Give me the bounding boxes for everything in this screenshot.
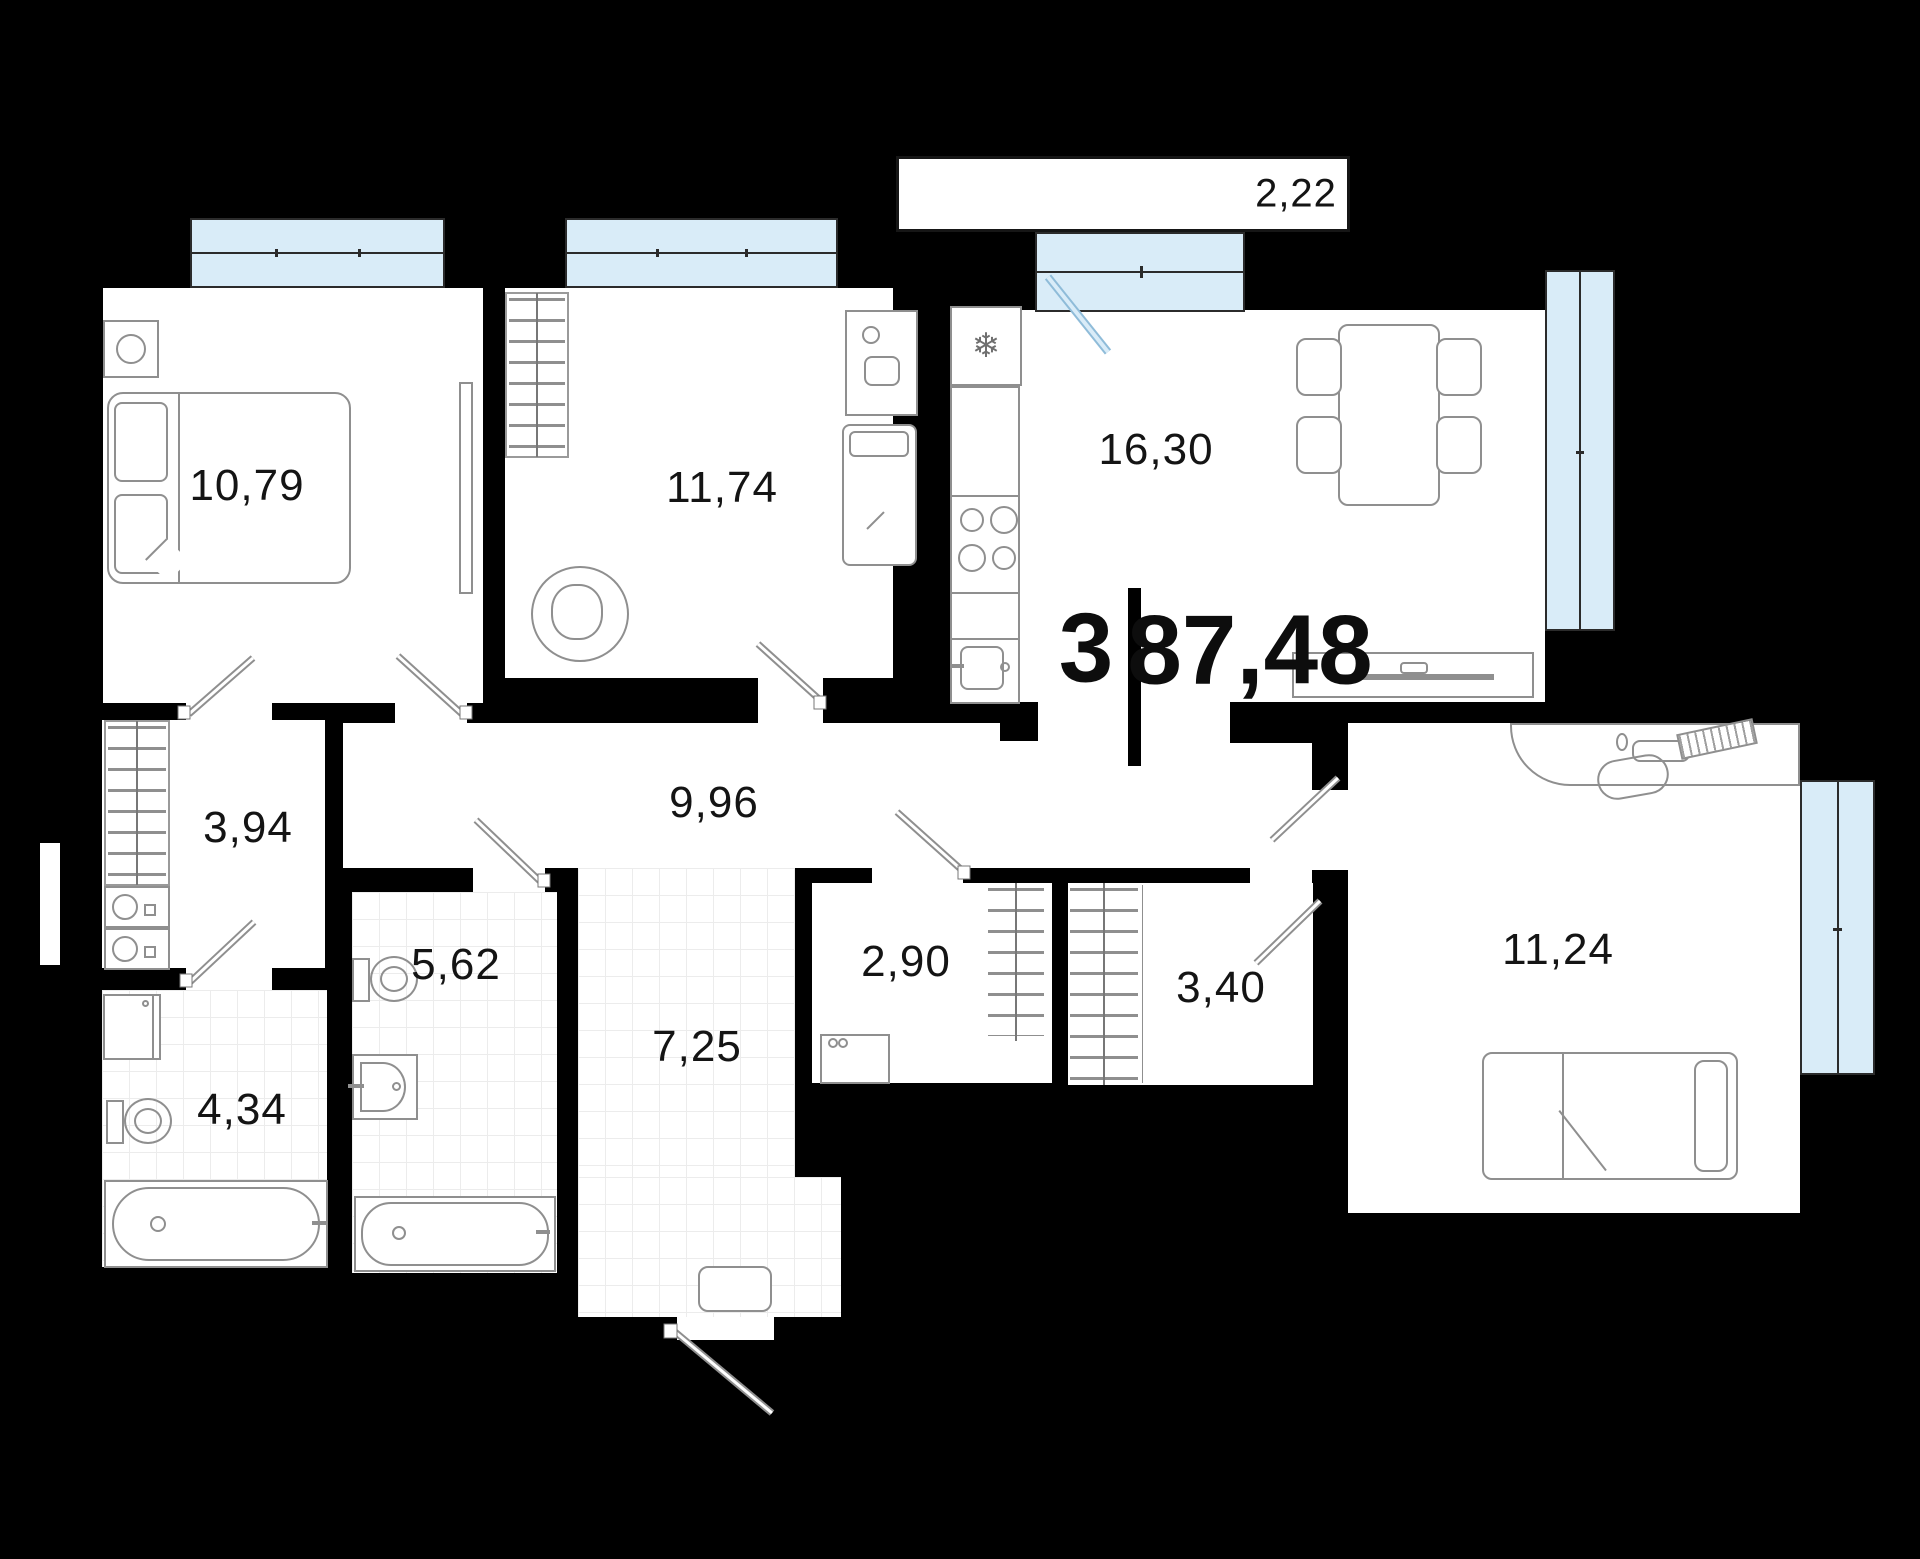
pillow [1694,1060,1728,1172]
bathtub-inner [361,1202,549,1266]
armchair [531,566,629,662]
hall-upper [343,723,1250,868]
washing-machine [103,994,161,1060]
label-bedroom-right: 11,24 [1502,925,1614,974]
wall-big-divider [1128,588,1141,766]
opening-room-child [395,703,467,723]
label-bedroom-main: 10,79 [189,461,305,510]
sink-drain [1000,662,1010,672]
cabinet-knob [838,1038,848,1048]
exterior-ledge [40,843,60,965]
door-hinge [663,1323,678,1339]
counter-divider [952,495,1018,497]
window-bedroom-right [1800,780,1875,1075]
label-balcony: 2,22 [1255,171,1337,216]
washer-panel [152,996,154,1058]
toilet-tank [106,1100,124,1144]
sink-tap [950,664,964,668]
unit-box [144,904,156,916]
desk-lamp-icon [1616,733,1628,751]
wardrobe-hangers-icon [509,293,565,457]
door-mat [698,1266,772,1312]
opening-bedroom-right [1312,790,1348,870]
bath-drain [392,1226,406,1240]
dressing-unit [104,928,170,970]
bath-drain [150,1216,166,1232]
window-kitchen [1545,270,1615,631]
sink-tap [348,1084,364,1088]
stove-burner [990,506,1018,534]
label-closet: 3,40 [1176,963,1266,1012]
label-kitchen-living: 16,30 [1098,425,1214,474]
room-balcony [896,156,1350,232]
bath-tap [312,1221,328,1225]
cabinet-knob [828,1038,838,1048]
lamp-icon [116,334,146,364]
wall-kitchen-south-b [1230,723,1312,743]
window-balcony-glazing [1035,232,1245,312]
toilet-tank [352,958,370,1002]
opening-storage [872,868,963,883]
opening-bedroom-main [186,703,272,723]
dining-table [1338,324,1440,506]
dining-chair [1436,338,1482,396]
sink-drain [392,1082,401,1091]
snowflake-icon: ❄ [971,327,1001,365]
vestibule [1250,742,1312,900]
window-bedroom-main [190,218,445,288]
bath-tap [536,1230,550,1234]
vent-icon [112,894,138,920]
dressing-hangers-icon [108,721,166,885]
armchair-seat [551,584,603,640]
kids-desk [845,310,918,416]
rooms-count: 3 [1058,592,1114,703]
kitchen-sink [960,646,1004,690]
label-hall-upper: 9,96 [669,778,759,827]
kitchen-counter [950,386,1020,704]
dining-chair [1296,416,1342,474]
dining-chair [1296,338,1342,396]
total-area: 87,48 [1127,594,1373,705]
stove-burner [992,546,1016,570]
opening-bath-big [473,868,545,892]
blanket-edge [178,394,180,582]
window-room-child [565,218,838,288]
toilet-bowl-inner [134,1108,162,1134]
toilet-bowl-inner [380,966,408,992]
opening-room-child-2 [758,678,823,723]
vent-icon [112,936,138,962]
stove-burner [958,544,986,572]
wall-bedrooms-divider [483,288,505,623]
counter-divider [952,592,1018,594]
closet-hangers-icon [1070,883,1138,1085]
label-bath-big: 5,62 [411,940,501,989]
wall-kitchen-south-a [1000,723,1038,741]
toilet-bowl [370,956,418,1002]
stove-burner [960,508,984,532]
closet-edge [1142,885,1143,1083]
opening-entrance [677,1317,774,1340]
storage-hangers-icon [988,883,1044,1041]
bathtub-inner [112,1187,320,1261]
tv-screen [1336,674,1494,680]
toilet-bowl [124,1098,172,1144]
washer-knob [142,1000,149,1007]
dining-chair [1436,416,1482,474]
pillow [849,431,909,457]
desk-toy [864,356,900,386]
label-hall-entry: 7,25 [652,1022,742,1071]
label-dressing: 3,94 [203,803,293,852]
label-storage: 2,90 [861,937,951,986]
desk-toy [862,326,880,344]
tv-panel [459,382,473,594]
label-room-child: 11,74 [666,463,778,512]
pillow [114,402,168,482]
counter-divider [952,638,1018,640]
unit-box [144,946,156,958]
opening-bath-small [186,968,272,990]
tv-bracket [1400,662,1428,674]
fridge [950,306,1022,386]
label-bath-small: 4,34 [197,1085,287,1134]
